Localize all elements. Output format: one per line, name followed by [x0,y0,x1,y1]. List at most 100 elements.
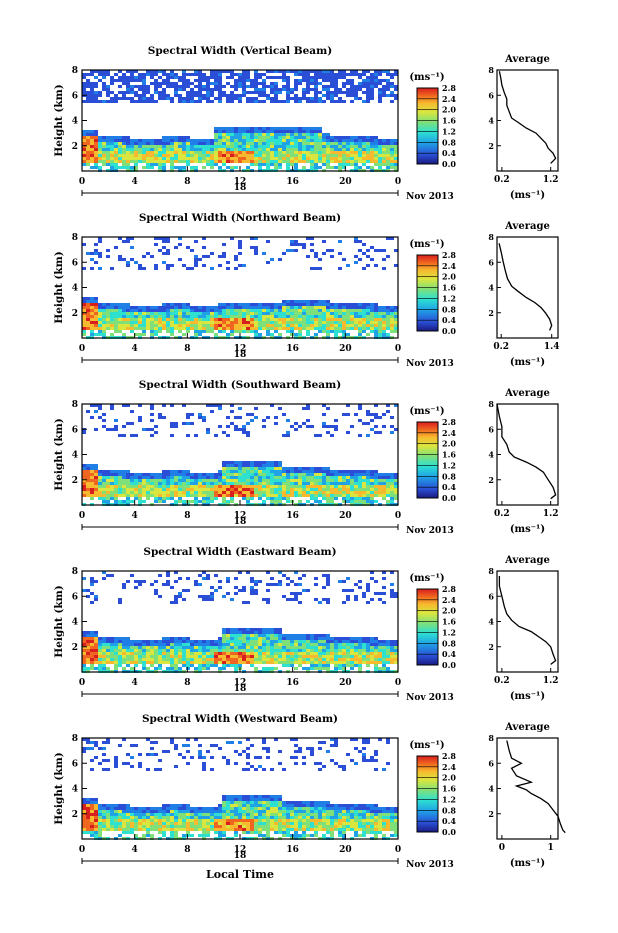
heatmap-cell [202,479,206,482]
heatmap-cell [282,300,286,303]
heatmap-cell [230,327,234,330]
heatmap-cell [238,464,242,467]
heatmap-cell [370,94,374,97]
heatmap-cell [254,479,258,482]
heatmap-cell [298,494,302,497]
heatmap-cell [382,160,386,163]
heatmap-cell [90,324,94,327]
heatmap-cell [366,470,370,473]
heatmap-cell [186,318,190,321]
heatmap-cell [390,100,394,103]
heatmap-cell [134,148,138,151]
heatmap-cell [302,166,306,169]
heatmap-cell [302,148,306,151]
heatmap-cell [250,577,254,580]
heatmap-cell [162,309,166,312]
heatmap-cell [186,163,190,166]
heatmap-cell [274,133,278,136]
heatmap-cell [386,500,390,503]
heatmap-cell [266,309,270,312]
heatmap-cell [218,94,222,97]
heatmap-cell [114,324,118,327]
heatmap-cell [94,479,98,482]
heatmap-cell [134,309,138,312]
heatmap-cell [294,598,298,601]
heatmap-cell [206,485,210,488]
heatmap-cell [106,324,110,327]
heatmap-cell [254,154,258,157]
heatmap-cell [386,73,390,76]
heatmap-cell [142,494,146,497]
heatmap-cell [254,315,258,318]
heatmap-cell [90,133,94,136]
heatmap-cell [302,91,306,94]
heatmap-cell [130,661,134,664]
heatmap-cell [186,160,190,163]
heatmap-cell [86,133,90,136]
avg-profile-line [497,404,556,499]
avg-frame [497,404,558,505]
heatmap-cell [354,646,358,649]
heatmap-cell [238,315,242,318]
heatmap-cell [154,580,158,583]
heatmap-cell [154,100,158,103]
heatmap-cell [306,634,310,637]
heatmap-cell [178,312,182,315]
heatmap-cell [342,476,346,479]
heatmap-cell [194,583,198,586]
heatmap-cell [330,482,334,485]
heatmap-cell [382,85,386,88]
heatmap-cell [334,315,338,318]
heatmap-cell [86,649,90,652]
heatmap-cell [246,85,250,88]
heatmap-cell [86,160,90,163]
heatmap-cell [182,306,186,309]
avg-frame [497,237,558,338]
heatmap-cell [142,309,146,312]
heatmap-cell [306,491,310,494]
heatmap-cell [378,330,382,333]
heatmap-cell [318,154,322,157]
heatmap-cell [342,664,346,667]
x-tick-label: 4 [132,177,138,187]
heatmap-cell [210,100,214,103]
heatmap-cell [330,85,334,88]
heatmap-cell [226,312,230,315]
heatmap-cell [162,500,166,503]
heatmap-cell [270,258,274,261]
heatmap-cell [226,166,230,169]
heatmap-cell [118,142,122,145]
heatmap-cell [274,464,278,467]
heatmap-cell [238,73,242,76]
heatmap-cell [318,637,322,640]
x-tick-label: 0 [79,511,85,521]
heatmap-cell [130,73,134,76]
heatmap-cell [262,479,266,482]
heatmap-cell [218,154,222,157]
heatmap-cell [290,649,294,652]
colorbar-tick-label: 2.4 [442,595,456,605]
heatmap-cell [242,142,246,145]
heatmap-cell [362,485,366,488]
heatmap-cell [330,473,334,476]
heatmap-cell [114,494,118,497]
heatmap-cell [170,76,174,79]
heatmap-cell [302,658,306,661]
heatmap-cell [238,637,242,640]
heatmap-cell [278,130,282,133]
heatmap-cell [194,154,198,157]
heatmap-cell [86,139,90,142]
heatmap-cell [190,318,194,321]
heatmap-cell [330,324,334,327]
heatmap-cell [342,145,346,148]
heatmap-cell [346,637,350,640]
heatmap-cell [326,661,330,664]
heatmap-cell [158,166,162,169]
heatmap-cell [326,94,330,97]
heatmap-cell [318,667,322,670]
heatmap-cell [378,646,382,649]
heatmap-cell [130,655,134,658]
heatmap-cell [170,330,174,333]
heatmap-cell [98,667,102,670]
heatmap-cell [250,303,254,306]
